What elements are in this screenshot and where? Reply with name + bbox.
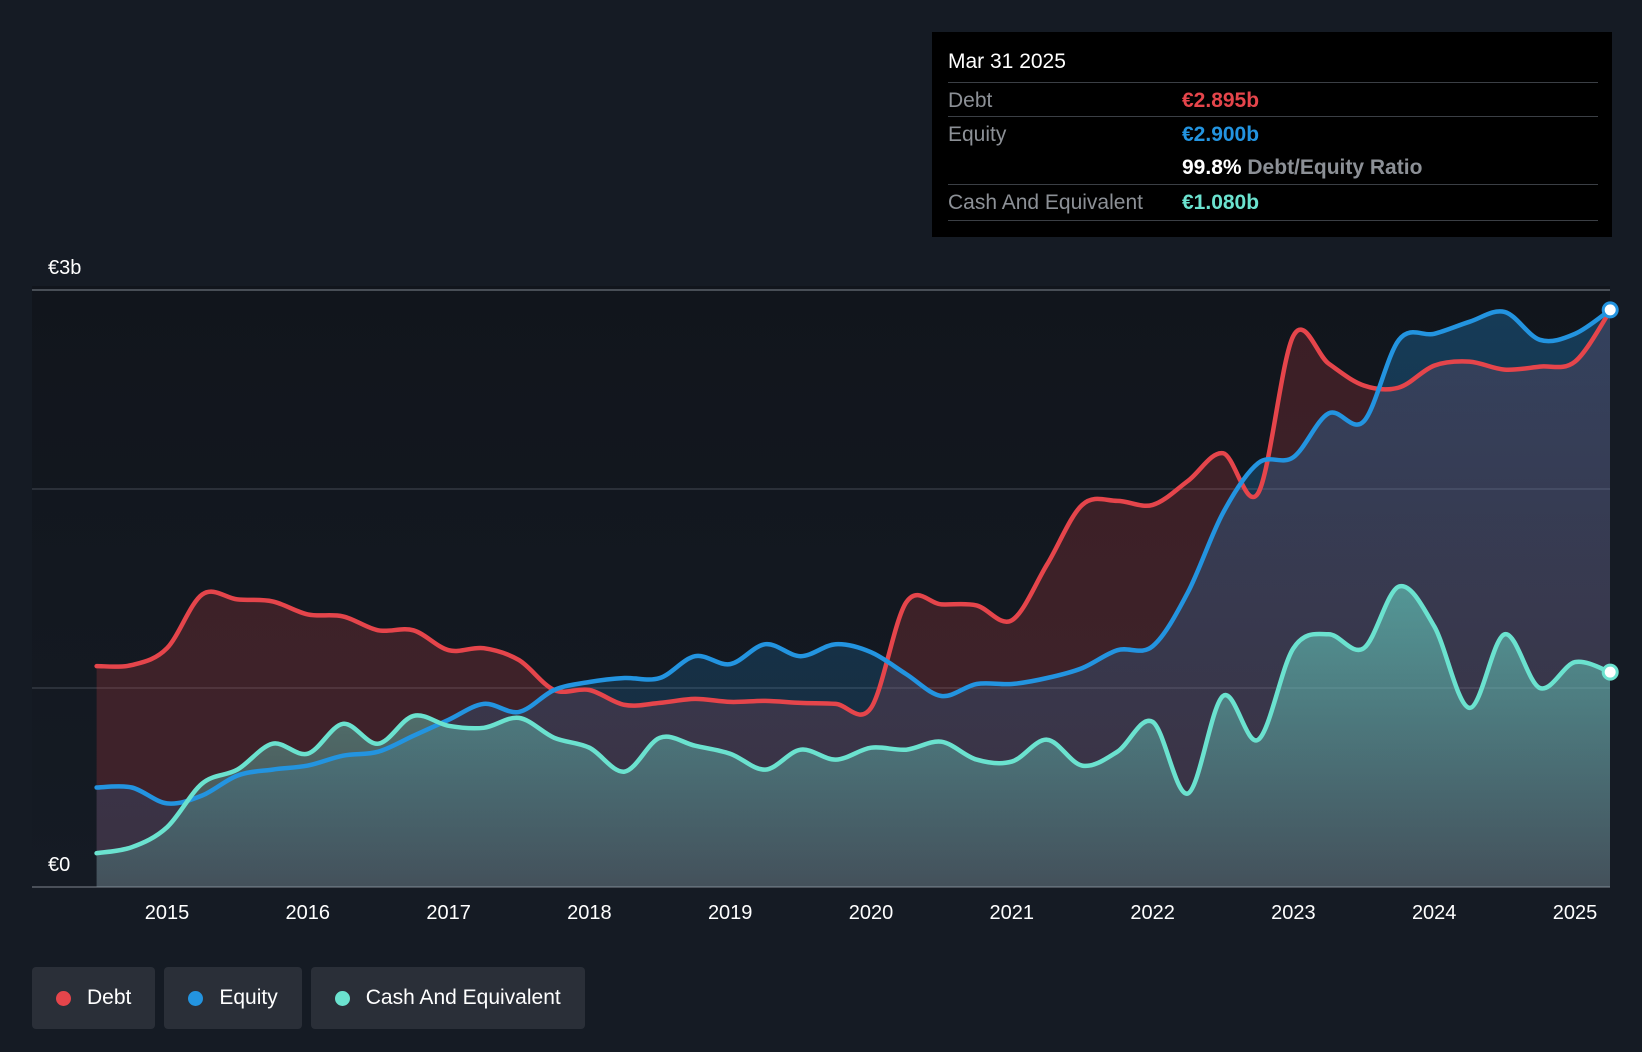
- tooltip-ratio-row: 99.8% Debt/Equity Ratio: [948, 150, 1598, 184]
- cash-area: [96, 586, 1610, 887]
- end-point-marker: [1601, 663, 1619, 681]
- tooltip-debt-value: €2.895b: [1182, 89, 1260, 112]
- tooltip-panel: Mar 31 2025 Debt €2.895b Equity €2.900b …: [932, 32, 1612, 237]
- x-tick-label: 2024: [1412, 902, 1457, 924]
- tooltip-ratio: 99.8% Debt/Equity Ratio: [1182, 156, 1422, 180]
- chart-legend: Debt Equity Cash And Equivalent: [32, 967, 585, 1029]
- tooltip-equity-value: €2.900b: [1182, 123, 1260, 146]
- debt-dot-icon: [56, 990, 71, 1006]
- x-tick-label: 2019: [708, 902, 753, 924]
- x-tick-label: 2022: [1130, 902, 1175, 924]
- y-tick-label: €0: [48, 854, 70, 876]
- x-tick-label: 2017: [426, 902, 471, 924]
- legend-equity-label: Equity: [219, 986, 278, 1009]
- tooltip-ratio-label: Debt/Equity Ratio: [1247, 156, 1423, 179]
- tooltip-cash-row: Cash And Equivalent €1.080b: [948, 184, 1598, 219]
- x-tick-label: 2016: [286, 902, 331, 924]
- x-tick-label: 2020: [849, 902, 894, 924]
- y-tick-label: €3b: [48, 257, 81, 279]
- tooltip-debt-row: Debt €2.895b: [948, 82, 1598, 117]
- tooltip-cash-value: €1.080b: [1182, 191, 1260, 214]
- equity-dot-icon: [188, 990, 204, 1006]
- legend-cash-label: Cash And Equivalent: [365, 986, 561, 1009]
- tooltip-equity-label: Equity: [948, 123, 1007, 146]
- x-tick-label: 2018: [567, 902, 612, 924]
- x-tick-label: 2023: [1271, 902, 1316, 924]
- end-point-marker: [1601, 301, 1619, 319]
- tooltip-debt-label: Debt: [948, 89, 993, 112]
- legend-cash-button[interactable]: Cash And Equivalent: [310, 967, 585, 1029]
- tooltip-ratio-value: 99.8%: [1182, 156, 1242, 179]
- debt-line: [94, 308, 1613, 717]
- tooltip-equity-row: Equity €2.900b: [948, 116, 1598, 151]
- tooltip-divider: [948, 220, 1598, 221]
- legend-debt-label: Debt: [87, 986, 132, 1009]
- cash-line: [94, 584, 1613, 856]
- cash-dot-icon: [334, 990, 350, 1006]
- x-tick-label: 2025: [1553, 902, 1598, 924]
- equity-line: [94, 307, 1613, 806]
- legend-debt-button[interactable]: Debt: [32, 967, 156, 1029]
- legend-equity-button[interactable]: Equity: [164, 967, 302, 1029]
- x-tick-label: 2021: [990, 902, 1035, 924]
- x-tick-label: 2015: [145, 902, 190, 924]
- tooltip-date: Mar 31 2025: [948, 50, 1066, 73]
- tooltip-cash-label: Cash And Equivalent: [948, 191, 1143, 214]
